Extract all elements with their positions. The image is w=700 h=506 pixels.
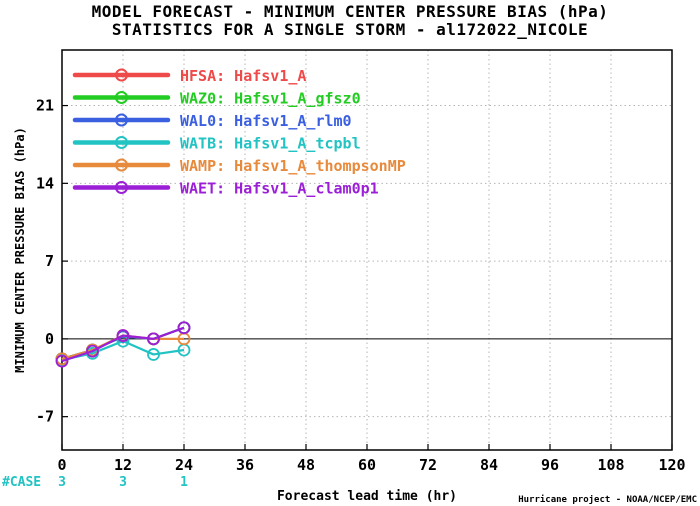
legend-marker-wal0 [115,113,128,127]
y-tick-label: -7 [36,408,54,426]
case-count: 1 [180,475,188,490]
x-tick-label: 12 [114,456,132,474]
x-axis-label: Forecast lead time (hr) [277,489,457,504]
y-tick-label: 21 [36,97,54,115]
data-point-waet [86,344,99,358]
legend-label-watb: WATB: Hafsv1_A_tcpbl [180,135,361,153]
chart-title-line-1: MODEL FORECAST - MINIMUM CENTER PRESSURE… [91,2,609,21]
x-tick-label: 72 [419,456,437,474]
chart-title-line-2: STATISTICS FOR A SINGLE STORM - al172022… [111,20,589,39]
legend-label-waz0: WAZ0: Hafsv1_A_gfsz0 [180,90,361,108]
case-count: 3 [58,475,66,490]
data-point-waet [147,332,160,346]
y-tick-label: 0 [45,330,54,348]
case-label: #CASE [2,475,41,490]
legend: HFSA: Hafsv1_A WAZ0: Hafsv1_A_gfsz0 WAL0: … [72,67,406,198]
series-layer [55,321,191,368]
legend-label-wamp: WAMP: Hafsv1_A_thompsonMP [180,157,406,175]
x-tick-label: 120 [658,456,685,474]
legend-marker-hfsa [115,68,128,82]
data-point-waet [116,329,130,342]
x-tick-label: 108 [597,456,624,474]
series-line-waet [61,326,185,363]
x-tick-label: 24 [175,456,193,474]
legend-marker-watb [115,136,128,149]
case-count: 3 [119,475,127,490]
data-point-waet [177,321,191,335]
data-point-watb [147,348,160,361]
x-tick-label: 36 [236,456,254,474]
x-tick-label: 48 [297,456,315,474]
data-point-waet [55,354,69,368]
y-tick-label: 14 [36,174,54,192]
legend-marker-waet [115,181,128,194]
x-tick-label: 0 [57,456,66,474]
legend-label-wal0: WAL0: Hafsv1_A_rlm0 [180,112,352,130]
grid-layer [62,50,672,450]
footer-credit: Hurricane project - NOAA/NCEP/EMC [518,494,697,505]
y-axis-label: MINIMUM CENTER PRESSURE BIAS (hPa) [13,127,27,373]
x-tick-label: 96 [541,456,559,474]
label-layer: 0 12 24 36 48 60 72 84 96 108 120 -7 0 7 14 21 Forecast … [2,97,697,505]
y-tick-label: 7 [45,252,54,270]
legend-label-hfsa: HFSA: Hafsv1_A [180,67,306,85]
legend-marker-wamp [115,158,128,172]
axes-layer [61,49,673,451]
legend-label-waet: WAET: Hafsv1_A_clam0p1 [180,180,379,198]
x-tick-label: 60 [358,456,376,474]
legend-marker-waz0 [115,91,128,104]
x-tick-label: 84 [480,456,498,474]
